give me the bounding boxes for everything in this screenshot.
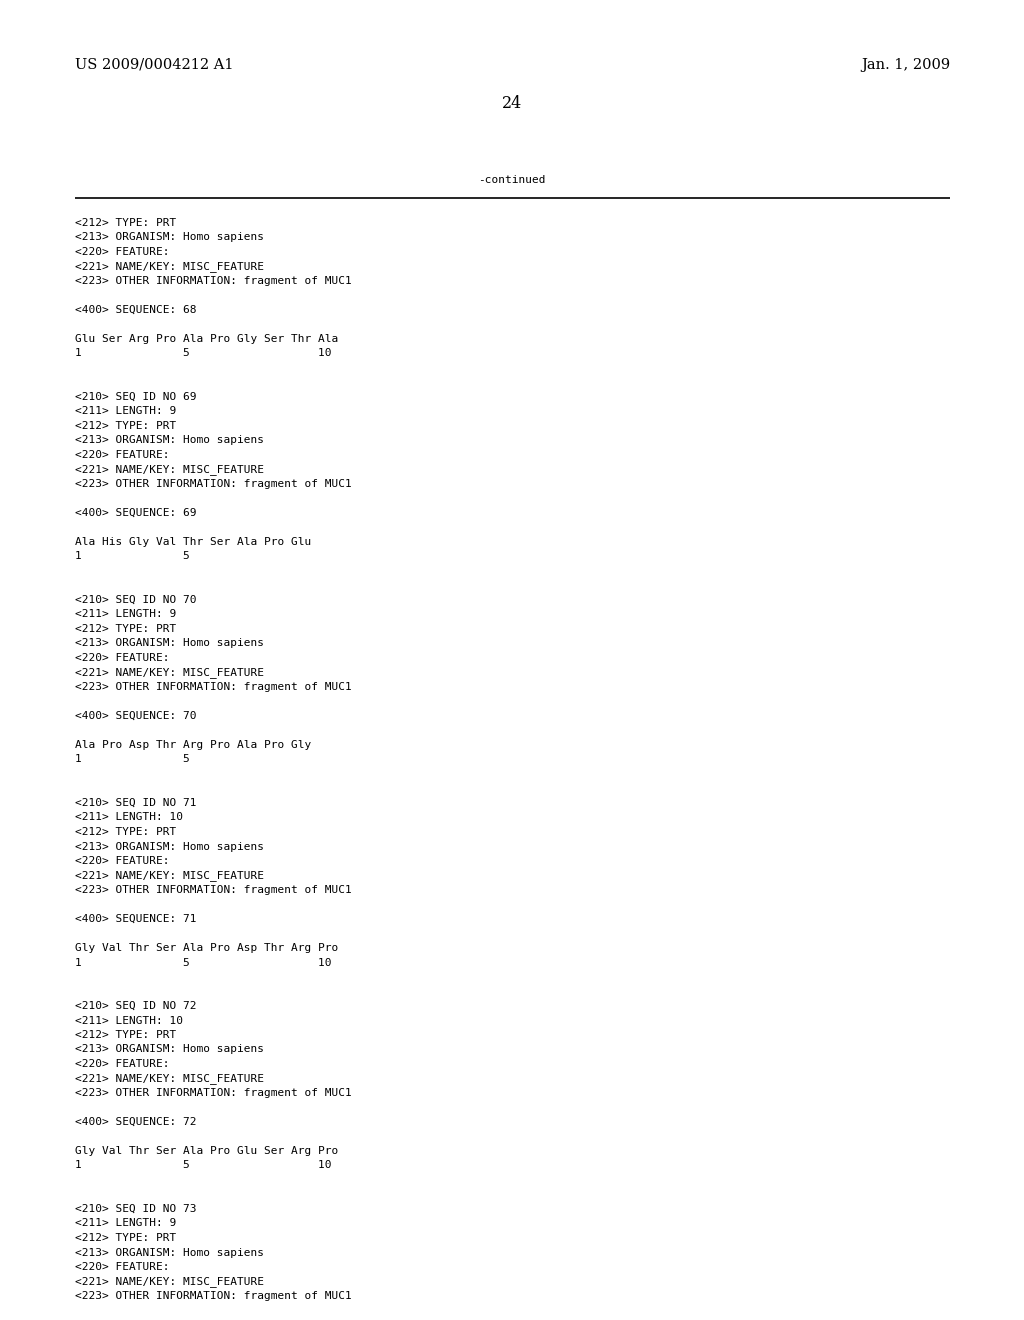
Text: <220> FEATURE:: <220> FEATURE:	[75, 1262, 170, 1272]
Text: <221> NAME/KEY: MISC_FEATURE: <221> NAME/KEY: MISC_FEATURE	[75, 1073, 264, 1085]
Text: <210> SEQ ID NO 72: <210> SEQ ID NO 72	[75, 1001, 197, 1011]
Text: <211> LENGTH: 10: <211> LENGTH: 10	[75, 813, 183, 822]
Text: <210> SEQ ID NO 71: <210> SEQ ID NO 71	[75, 799, 197, 808]
Text: 1               5                   10: 1 5 10	[75, 957, 332, 968]
Text: <220> FEATURE:: <220> FEATURE:	[75, 247, 170, 257]
Text: 1               5: 1 5	[75, 755, 189, 764]
Text: <212> TYPE: PRT: <212> TYPE: PRT	[75, 1030, 176, 1040]
Text: <212> TYPE: PRT: <212> TYPE: PRT	[75, 624, 176, 634]
Text: <223> OTHER INFORMATION: fragment of MUC1: <223> OTHER INFORMATION: fragment of MUC…	[75, 276, 352, 286]
Text: Gly Val Thr Ser Ala Pro Glu Ser Arg Pro: Gly Val Thr Ser Ala Pro Glu Ser Arg Pro	[75, 1146, 338, 1156]
Text: <221> NAME/KEY: MISC_FEATURE: <221> NAME/KEY: MISC_FEATURE	[75, 465, 264, 475]
Text: <223> OTHER INFORMATION: fragment of MUC1: <223> OTHER INFORMATION: fragment of MUC…	[75, 884, 352, 895]
Text: <211> LENGTH: 9: <211> LENGTH: 9	[75, 610, 176, 619]
Text: <212> TYPE: PRT: <212> TYPE: PRT	[75, 1233, 176, 1243]
Text: <211> LENGTH: 9: <211> LENGTH: 9	[75, 1218, 176, 1229]
Text: 1               5                   10: 1 5 10	[75, 348, 332, 359]
Text: <210> SEQ ID NO 73: <210> SEQ ID NO 73	[75, 1204, 197, 1214]
Text: Ala His Gly Val Thr Ser Ala Pro Glu: Ala His Gly Val Thr Ser Ala Pro Glu	[75, 537, 311, 546]
Text: <400> SEQUENCE: 70: <400> SEQUENCE: 70	[75, 711, 197, 721]
Text: <400> SEQUENCE: 68: <400> SEQUENCE: 68	[75, 305, 197, 315]
Text: <400> SEQUENCE: 69: <400> SEQUENCE: 69	[75, 508, 197, 517]
Text: <211> LENGTH: 10: <211> LENGTH: 10	[75, 1015, 183, 1026]
Text: <221> NAME/KEY: MISC_FEATURE: <221> NAME/KEY: MISC_FEATURE	[75, 668, 264, 678]
Text: <213> ORGANISM: Homo sapiens: <213> ORGANISM: Homo sapiens	[75, 1044, 264, 1055]
Text: 24: 24	[502, 95, 522, 112]
Text: <223> OTHER INFORMATION: fragment of MUC1: <223> OTHER INFORMATION: fragment of MUC…	[75, 1291, 352, 1302]
Text: <211> LENGTH: 9: <211> LENGTH: 9	[75, 407, 176, 417]
Text: Jan. 1, 2009: Jan. 1, 2009	[861, 58, 950, 73]
Text: 1               5: 1 5	[75, 552, 189, 561]
Text: -continued: -continued	[478, 176, 546, 185]
Text: <221> NAME/KEY: MISC_FEATURE: <221> NAME/KEY: MISC_FEATURE	[75, 261, 264, 272]
Text: <220> FEATURE:: <220> FEATURE:	[75, 855, 170, 866]
Text: <223> OTHER INFORMATION: fragment of MUC1: <223> OTHER INFORMATION: fragment of MUC…	[75, 1088, 352, 1098]
Text: <223> OTHER INFORMATION: fragment of MUC1: <223> OTHER INFORMATION: fragment of MUC…	[75, 682, 352, 692]
Text: <210> SEQ ID NO 69: <210> SEQ ID NO 69	[75, 392, 197, 403]
Text: <213> ORGANISM: Homo sapiens: <213> ORGANISM: Homo sapiens	[75, 639, 264, 648]
Text: <212> TYPE: PRT: <212> TYPE: PRT	[75, 218, 176, 228]
Text: 1               5                   10: 1 5 10	[75, 1160, 332, 1171]
Text: US 2009/0004212 A1: US 2009/0004212 A1	[75, 58, 233, 73]
Text: <400> SEQUENCE: 71: <400> SEQUENCE: 71	[75, 913, 197, 924]
Text: <223> OTHER INFORMATION: fragment of MUC1: <223> OTHER INFORMATION: fragment of MUC…	[75, 479, 352, 488]
Text: <213> ORGANISM: Homo sapiens: <213> ORGANISM: Homo sapiens	[75, 842, 264, 851]
Text: <213> ORGANISM: Homo sapiens: <213> ORGANISM: Homo sapiens	[75, 232, 264, 243]
Text: Glu Ser Arg Pro Ala Pro Gly Ser Thr Ala: Glu Ser Arg Pro Ala Pro Gly Ser Thr Ala	[75, 334, 338, 345]
Text: <213> ORGANISM: Homo sapiens: <213> ORGANISM: Homo sapiens	[75, 436, 264, 445]
Text: <221> NAME/KEY: MISC_FEATURE: <221> NAME/KEY: MISC_FEATURE	[75, 870, 264, 882]
Text: <220> FEATURE:: <220> FEATURE:	[75, 450, 170, 459]
Text: <220> FEATURE:: <220> FEATURE:	[75, 653, 170, 663]
Text: <210> SEQ ID NO 70: <210> SEQ ID NO 70	[75, 595, 197, 605]
Text: <212> TYPE: PRT: <212> TYPE: PRT	[75, 828, 176, 837]
Text: <213> ORGANISM: Homo sapiens: <213> ORGANISM: Homo sapiens	[75, 1247, 264, 1258]
Text: <220> FEATURE:: <220> FEATURE:	[75, 1059, 170, 1069]
Text: <221> NAME/KEY: MISC_FEATURE: <221> NAME/KEY: MISC_FEATURE	[75, 1276, 264, 1287]
Text: Ala Pro Asp Thr Arg Pro Ala Pro Gly: Ala Pro Asp Thr Arg Pro Ala Pro Gly	[75, 741, 311, 750]
Text: <212> TYPE: PRT: <212> TYPE: PRT	[75, 421, 176, 432]
Text: <400> SEQUENCE: 72: <400> SEQUENCE: 72	[75, 1117, 197, 1127]
Text: Gly Val Thr Ser Ala Pro Asp Thr Arg Pro: Gly Val Thr Ser Ala Pro Asp Thr Arg Pro	[75, 942, 338, 953]
